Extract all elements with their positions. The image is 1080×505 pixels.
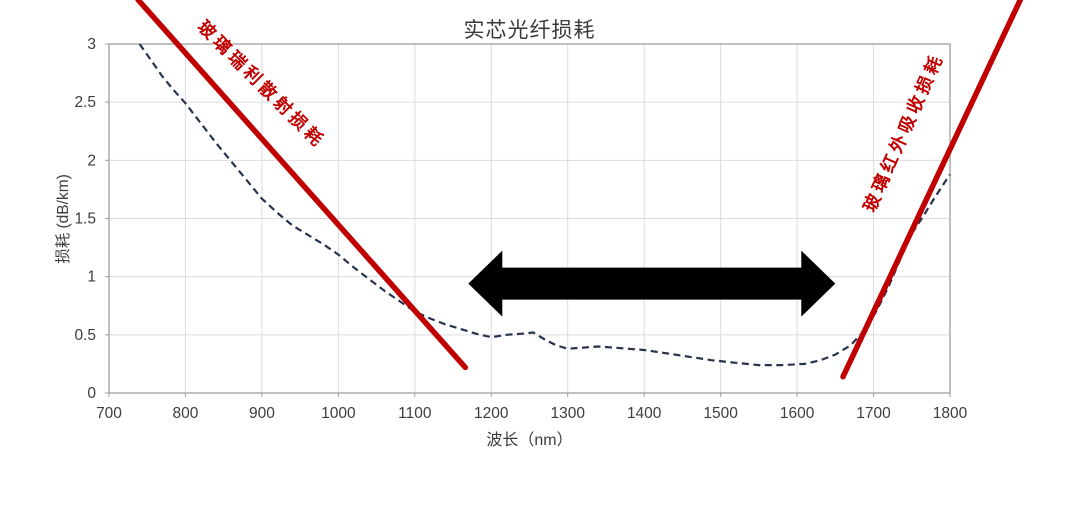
red-loss-line: [840, 0, 1024, 380]
y-tick-label: 2.5: [74, 94, 96, 111]
x-tick-label: 800: [173, 405, 199, 422]
y-tick-label: 1: [87, 269, 96, 286]
x-axis-title: 波长（nm）: [486, 432, 573, 449]
x-tick-label: 1000: [321, 405, 356, 422]
y-tick-label: 0.5: [74, 327, 96, 344]
y-tick-label: 1.5: [74, 211, 96, 228]
y-tick-label: 2: [87, 152, 96, 169]
x-tick-label: 1700: [856, 405, 891, 422]
x-tick-label: 1500: [703, 405, 738, 422]
x-tick-label: 1200: [474, 405, 509, 422]
x-tick-label: 1800: [933, 405, 968, 422]
x-tick-label: 900: [249, 405, 275, 422]
x-tick-label: 700: [96, 405, 122, 422]
y-axis-title: 损耗 (dB/km): [55, 174, 72, 264]
red-loss-line: [135, 0, 469, 371]
y-tick-label: 0: [87, 385, 96, 402]
transmission-window-arrow: [468, 250, 836, 317]
x-tick-label: 1100: [398, 405, 432, 422]
x-tick-label: 1300: [550, 405, 585, 422]
chart-title: 实芯光纤损耗: [463, 19, 596, 42]
y-tick-label: 3: [87, 36, 96, 53]
x-tick-label: 1400: [627, 405, 662, 422]
x-tick-label: 1600: [780, 405, 815, 422]
fiber-loss-curve: [138, 43, 951, 367]
